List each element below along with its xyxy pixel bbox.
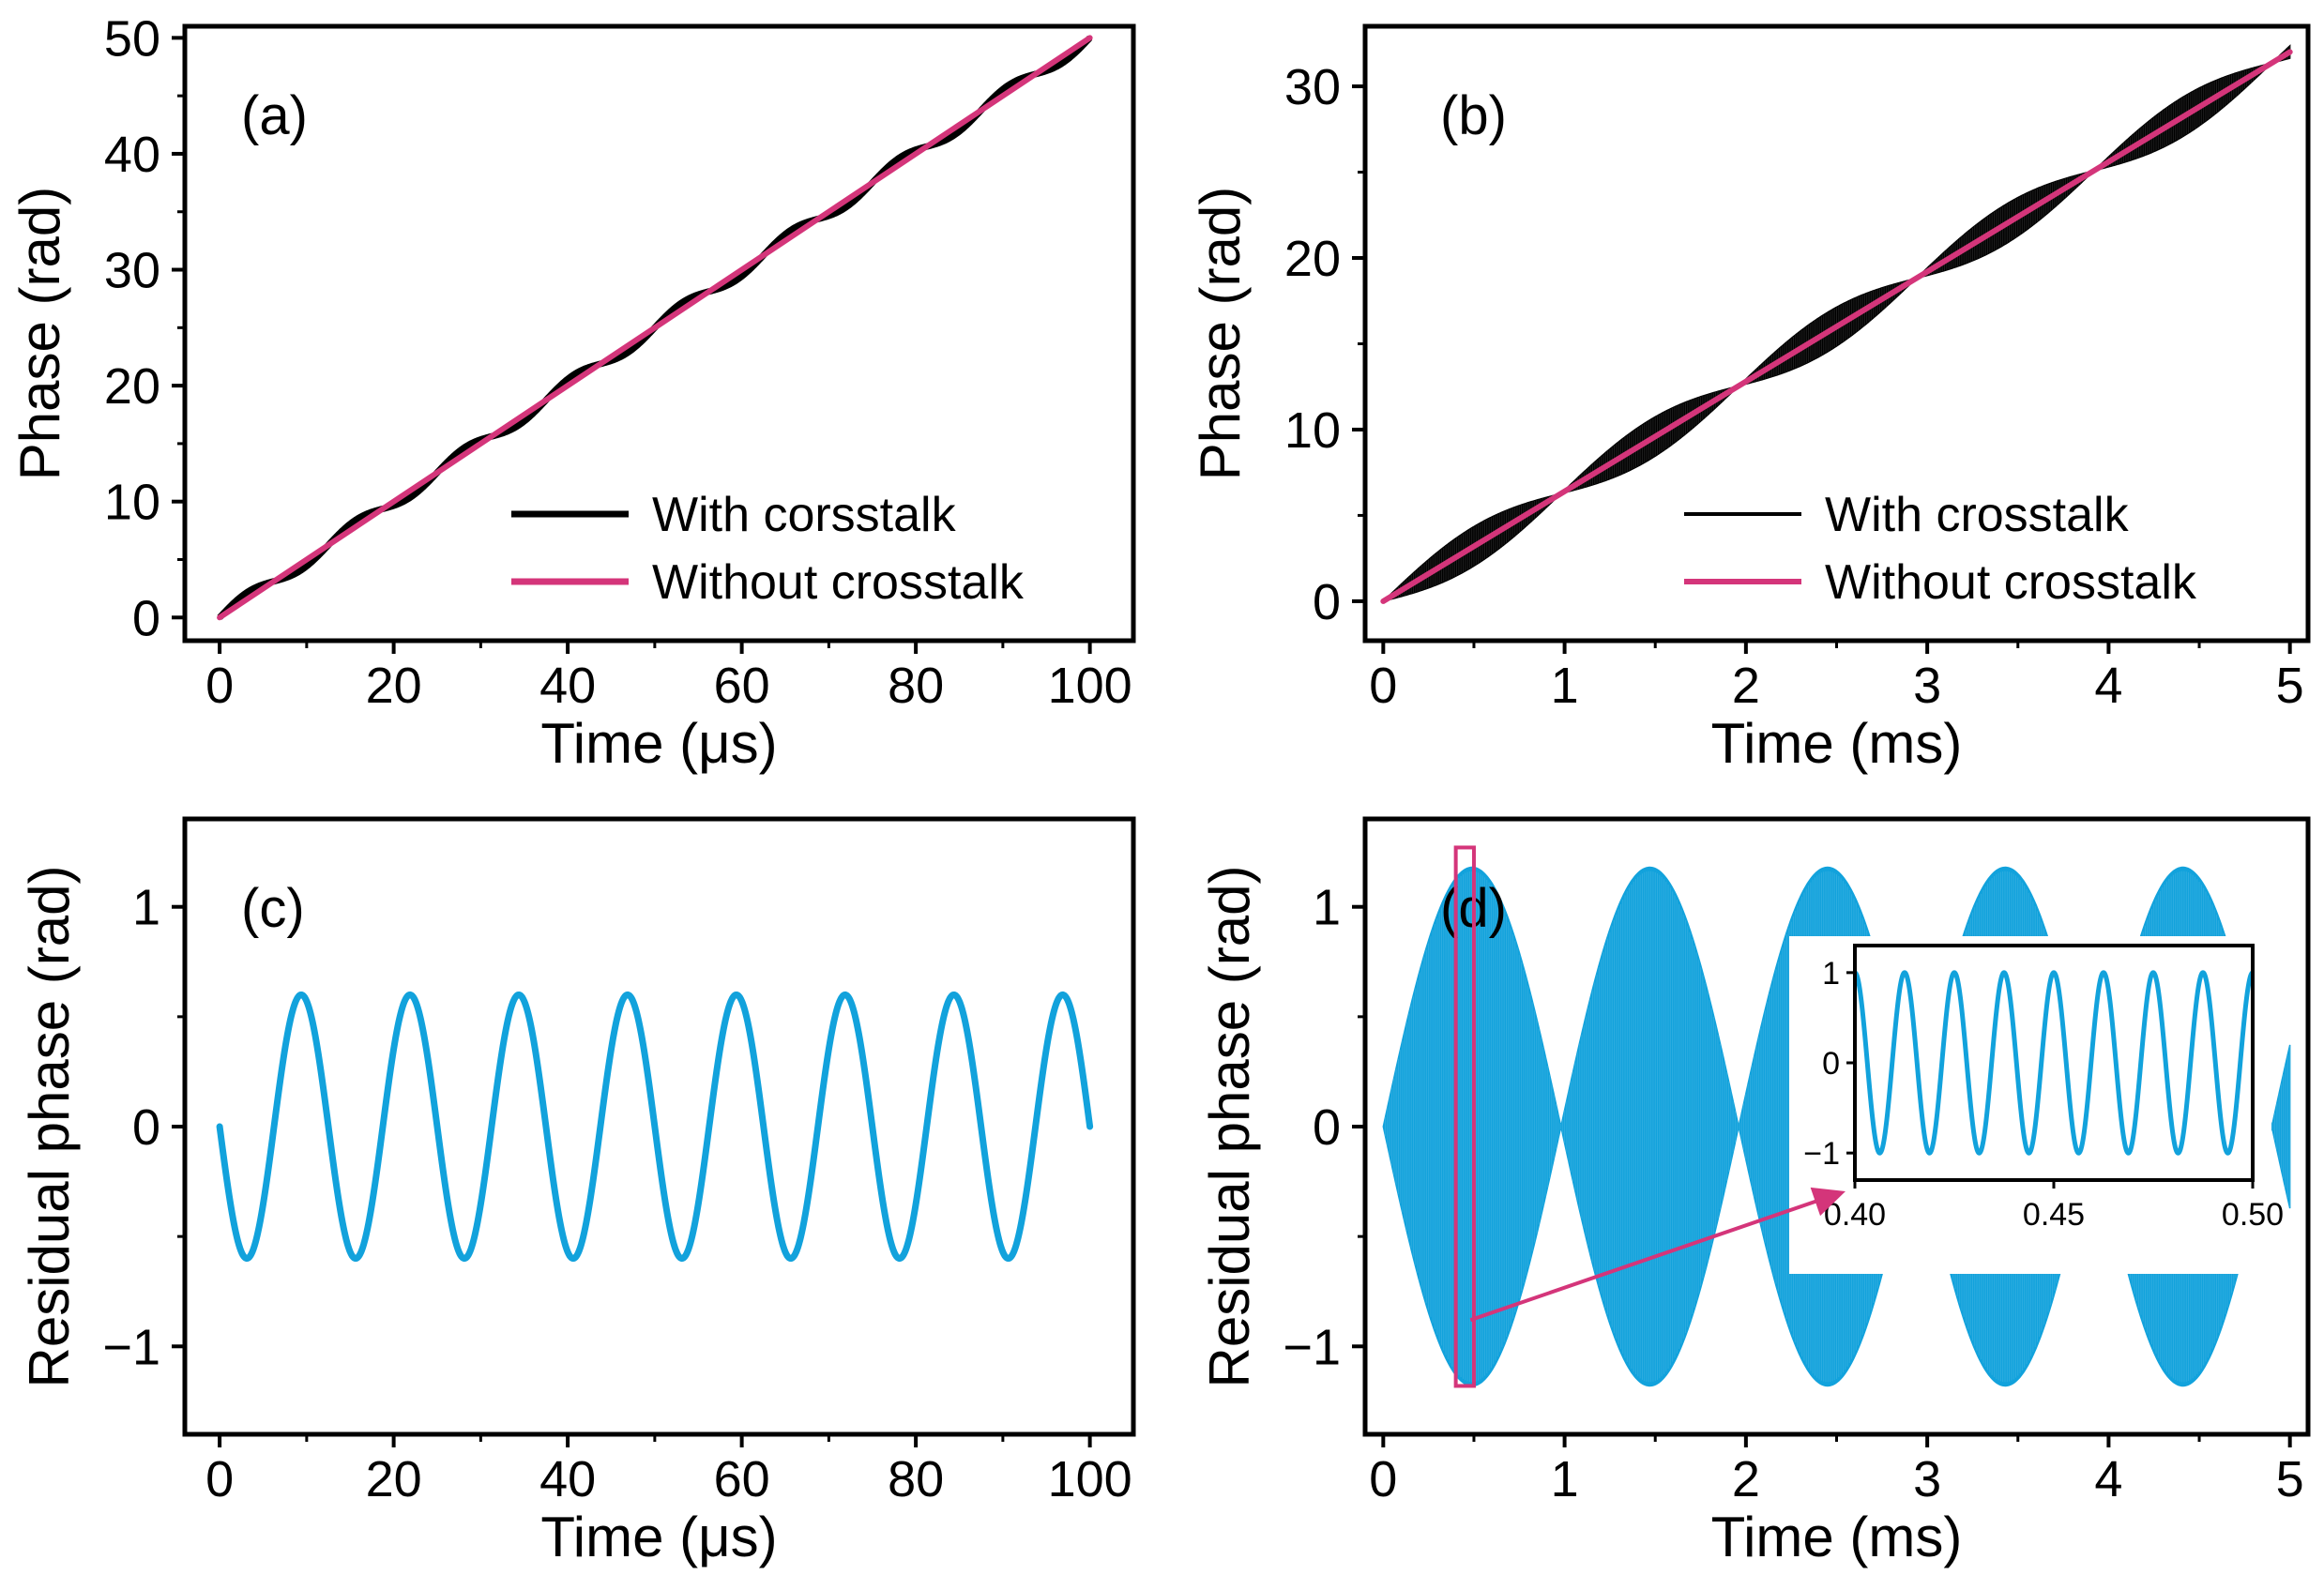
inset-x-tick-label: 0.45 bbox=[2023, 1197, 2085, 1233]
y-axis-b: 0 10 20 30 bbox=[1284, 59, 1365, 630]
y-tick-label: 30 bbox=[1284, 59, 1341, 115]
x-tick-label: 0 bbox=[1369, 1451, 1397, 1507]
y-tick-label: 0 bbox=[1313, 1099, 1341, 1156]
plot-frame-a bbox=[182, 23, 1136, 644]
legend-label: Without crosstalk bbox=[1825, 555, 2197, 610]
x-tick-label: 2 bbox=[1732, 1451, 1760, 1507]
x-tick-label: 4 bbox=[2094, 1451, 2122, 1507]
x-tick-label: 80 bbox=[888, 1451, 944, 1507]
x-tick-label: 2 bbox=[1732, 658, 1760, 714]
y-tick-label: −1 bbox=[1283, 1319, 1341, 1375]
inset-series bbox=[1855, 970, 2253, 1156]
y-tick-label: 1 bbox=[132, 880, 160, 936]
y-tick-label: −1 bbox=[102, 1319, 160, 1375]
x-tick-label: 20 bbox=[366, 658, 422, 714]
y-tick-label: 50 bbox=[104, 10, 160, 67]
x-tick-label: 5 bbox=[2276, 658, 2304, 714]
y-tick-label: 10 bbox=[1284, 402, 1341, 459]
panel-label: (b) bbox=[1440, 85, 1507, 146]
x-tick-label: 1 bbox=[1551, 1451, 1579, 1507]
series-a-1 bbox=[217, 35, 1093, 621]
y-tick-label: 40 bbox=[104, 127, 160, 183]
x-tick-label: 60 bbox=[714, 1451, 770, 1507]
y-tick-label: 1 bbox=[1313, 880, 1341, 936]
x-axis-c: 0 20 40 60 80 100 bbox=[205, 1434, 1132, 1507]
series-b-1 bbox=[1380, 49, 2293, 604]
x-tick-label: 3 bbox=[1913, 1451, 1941, 1507]
chart-panel-b: 0 1 2 3 4 5 0 10 20 30 Time (ms) Phase (rad) (b) With… bbox=[1189, 23, 2311, 775]
plot-area bbox=[1380, 44, 2293, 604]
y-tick-label: 10 bbox=[104, 475, 160, 531]
legend-label: With crosstalk bbox=[1825, 488, 2130, 542]
legend-label: Without crosstalk bbox=[652, 555, 1025, 610]
x-tick-label: 20 bbox=[366, 1451, 422, 1507]
y-tick-label: 20 bbox=[1284, 231, 1341, 287]
y-tick-label: 30 bbox=[104, 243, 160, 299]
panel-label: (a) bbox=[241, 85, 308, 146]
x-tick-label: 4 bbox=[2094, 658, 2122, 714]
y-tick-label: 0 bbox=[1313, 574, 1341, 630]
y-axis-label: Phase (rad) bbox=[1189, 187, 1252, 480]
y-axis-c: −1 0 1 bbox=[102, 880, 185, 1375]
highlight-box bbox=[1453, 845, 1476, 1388]
y-axis-label: Residual phase (rad) bbox=[18, 866, 81, 1388]
x-axis-d: 0 1 2 3 4 5 bbox=[1369, 1434, 2304, 1507]
y-axis-label: Phase (rad) bbox=[8, 187, 71, 480]
y-axis-label: Residual phase (rad) bbox=[1198, 866, 1261, 1388]
zoom-arrow-head bbox=[1810, 1187, 1846, 1217]
legend-b: With crosstalk Without crosstalk bbox=[1684, 488, 2197, 610]
y-tick-label: 0 bbox=[132, 1099, 160, 1156]
x-tick-label: 1 bbox=[1551, 658, 1579, 714]
legend-label: With corsstalk bbox=[652, 488, 957, 542]
x-tick-label: 100 bbox=[1048, 1451, 1132, 1507]
x-tick-label: 0 bbox=[205, 1451, 234, 1507]
x-axis-label: Time (ms) bbox=[1711, 712, 1963, 775]
x-tick-label: 40 bbox=[539, 658, 596, 714]
inset-y-tick-label: −1 bbox=[1803, 1136, 1840, 1172]
inset-plot-area bbox=[1855, 970, 2253, 1156]
series-c-0 bbox=[216, 991, 1094, 1263]
x-tick-label: 100 bbox=[1048, 658, 1132, 714]
y-tick-label: 20 bbox=[104, 358, 160, 415]
plot-area bbox=[216, 991, 1094, 1263]
panel-label: (c) bbox=[241, 878, 305, 939]
inset-y-tick-label: 1 bbox=[1822, 956, 1840, 992]
inset: 0.40 0.45 0.50 −1 0 1 bbox=[1789, 936, 2284, 1274]
x-axis-b: 0 1 2 3 4 5 bbox=[1369, 641, 2304, 714]
chart-panel-c: 0 20 40 60 80 100 −1 0 1 Time (μs) Residual phase … bbox=[18, 816, 1136, 1568]
x-tick-label: 60 bbox=[714, 658, 770, 714]
y-axis-d: −1 0 1 bbox=[1283, 880, 1365, 1375]
plot-area bbox=[217, 35, 1093, 621]
inset-x-tick-label: 0.50 bbox=[2222, 1197, 2284, 1233]
legend-a: With corsstalk Without crosstalk bbox=[511, 488, 1025, 610]
x-axis-label: Time (ms) bbox=[1711, 1506, 1963, 1568]
x-tick-label: 40 bbox=[539, 1451, 596, 1507]
x-tick-label: 80 bbox=[888, 658, 944, 714]
x-tick-label: 0 bbox=[205, 658, 234, 714]
inset-x-tick-label: 0.40 bbox=[1824, 1197, 1886, 1233]
x-axis-label: Time (μs) bbox=[540, 1506, 777, 1568]
x-tick-label: 3 bbox=[1913, 658, 1941, 714]
zoom-arrow bbox=[1469, 1195, 1830, 1323]
y-tick-label: 0 bbox=[132, 590, 160, 646]
chart-panel-a: 0 20 40 60 80 100 0 10 20 30 40 50 Time (μs) Phase (r… bbox=[8, 10, 1136, 775]
inset-y-tick-label: 0 bbox=[1822, 1046, 1840, 1082]
x-tick-label: 5 bbox=[2276, 1451, 2304, 1507]
x-axis-label: Time (μs) bbox=[540, 712, 777, 775]
x-tick-label: 0 bbox=[1369, 658, 1397, 714]
y-axis-a: 0 10 20 30 40 50 bbox=[104, 10, 185, 646]
x-axis-a: 0 20 40 60 80 100 bbox=[205, 641, 1132, 714]
